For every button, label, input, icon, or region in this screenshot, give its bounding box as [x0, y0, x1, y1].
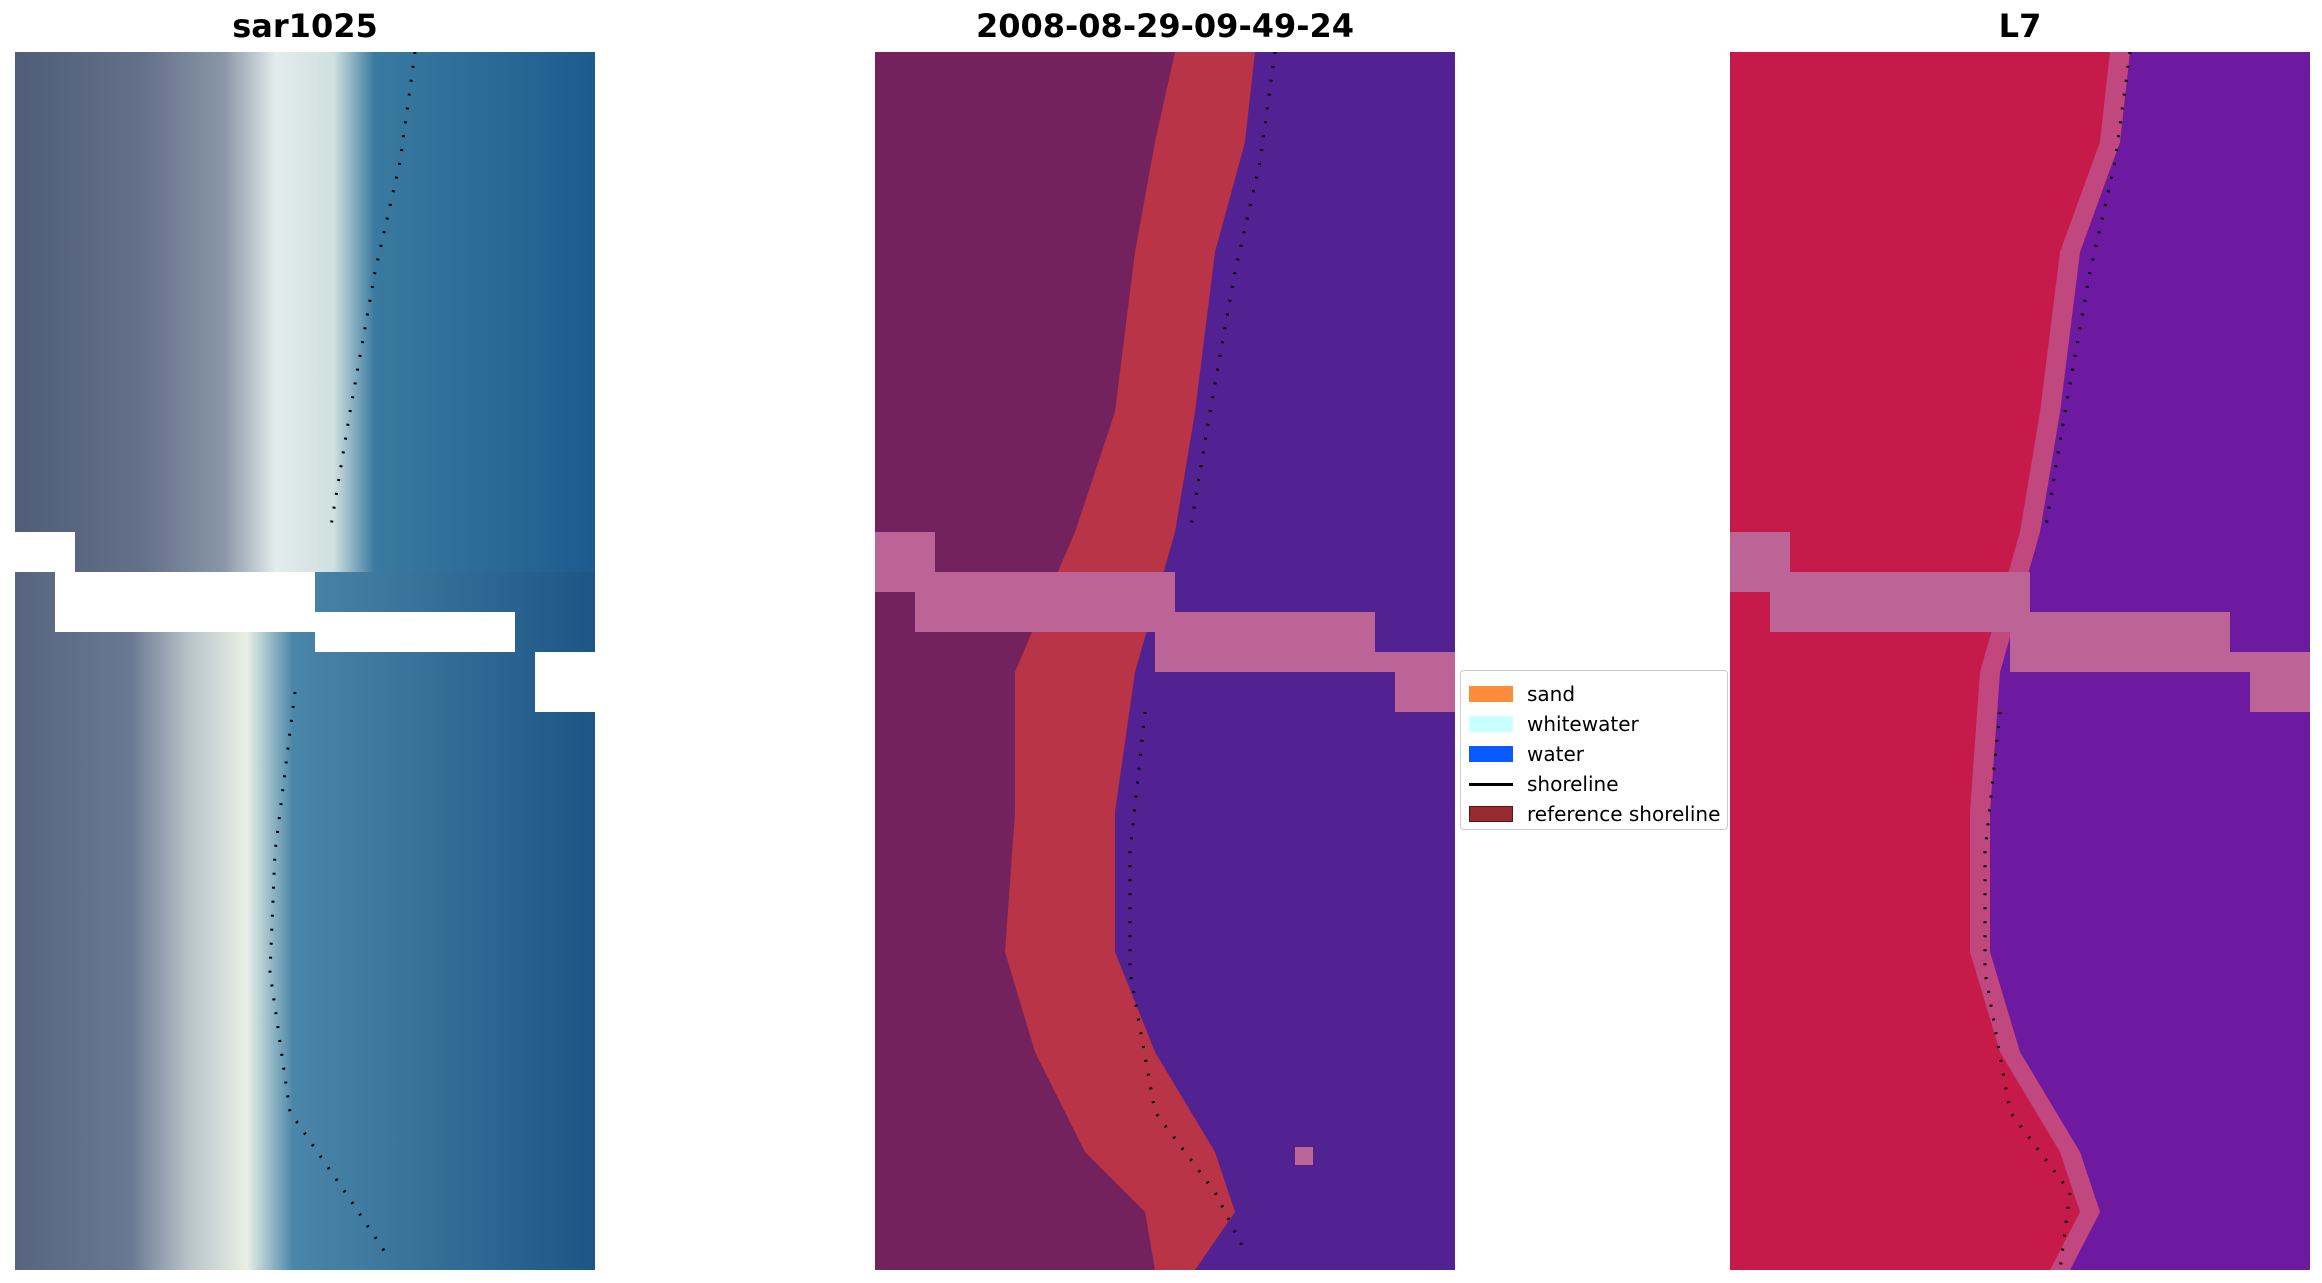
legend-item-whitewater: whitewater	[1461, 709, 1727, 739]
index-image	[1730, 52, 2310, 1270]
legend-item-sand: sand	[1461, 679, 1727, 709]
nodata-gap	[15, 532, 75, 572]
legend-item-reference-shoreline: reference shoreline	[1461, 799, 1727, 829]
classification-panel	[875, 52, 1455, 1270]
index-transition	[1970, 52, 2130, 1270]
legend-label: reference shoreline	[1527, 802, 1721, 826]
shoreline-dots	[268, 52, 417, 1253]
legend-label: shoreline	[1527, 772, 1619, 796]
rgb-image-panel	[15, 52, 595, 1270]
rgb-upper-region	[15, 52, 595, 572]
shoreline-dots	[1128, 52, 1277, 1253]
panel-title-classification: 2008-08-29-09-49-24	[975, 7, 1355, 45]
legend-label: sand	[1527, 682, 1576, 706]
legend-label: whitewater	[1527, 712, 1639, 736]
classification-image	[875, 52, 1455, 1270]
class-nodata	[875, 532, 1455, 712]
legend: sand whitewater water shoreline referenc…	[1460, 670, 1728, 830]
legend-item-shoreline: shoreline	[1461, 769, 1727, 799]
nodata-gap	[535, 652, 595, 712]
index-image-panel	[1730, 52, 2310, 1270]
rgb-lower-region	[15, 572, 595, 1270]
sand-swatch	[1469, 686, 1513, 702]
panel-title-index: L7	[1998, 7, 2042, 45]
legend-label: water	[1527, 742, 1584, 766]
nodata-gap	[55, 572, 315, 632]
reference-shoreline-swatch	[1469, 806, 1513, 822]
panel-title-rgb: sar1025	[232, 7, 378, 45]
class-nodata	[1295, 1147, 1313, 1165]
whitewater-swatch	[1469, 716, 1513, 732]
nodata-gap	[315, 612, 515, 652]
legend-item-water: water	[1461, 739, 1727, 769]
water-swatch	[1469, 746, 1513, 762]
rgb-image	[15, 52, 595, 1270]
shoreline-swatch	[1469, 782, 1513, 786]
class-sand	[1005, 52, 1255, 1270]
shoreline-dots	[1983, 52, 2132, 1270]
index-nodata	[1730, 532, 2310, 712]
